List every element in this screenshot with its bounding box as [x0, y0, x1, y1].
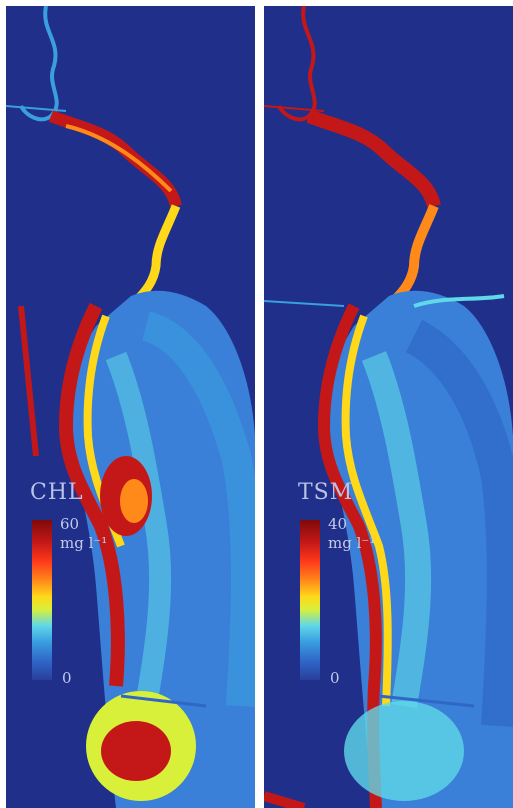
tsm-map [264, 6, 513, 808]
tsm-title: TSM [298, 480, 354, 505]
tsm-unit-label: mg l⁻¹ [328, 534, 376, 552]
tsm-colorbar [300, 520, 320, 680]
tsm-map-panel: TSM 40 mg l⁻¹ 0 [264, 6, 513, 808]
chl-colorbar [32, 520, 52, 680]
tsm-min-label: 0 [330, 669, 340, 687]
tsm-max-label: 40 [328, 515, 348, 533]
chl-max-label: 60 [60, 515, 80, 533]
panel-divider [255, 0, 264, 808]
chl-unit-label: mg l⁻¹ [60, 534, 108, 552]
chl-title: CHL [30, 480, 84, 505]
chl-min-label: 0 [62, 669, 72, 687]
chl-map-panel: CHL 60 mg l⁻¹ 0 [6, 6, 255, 808]
chl-map [6, 6, 255, 808]
